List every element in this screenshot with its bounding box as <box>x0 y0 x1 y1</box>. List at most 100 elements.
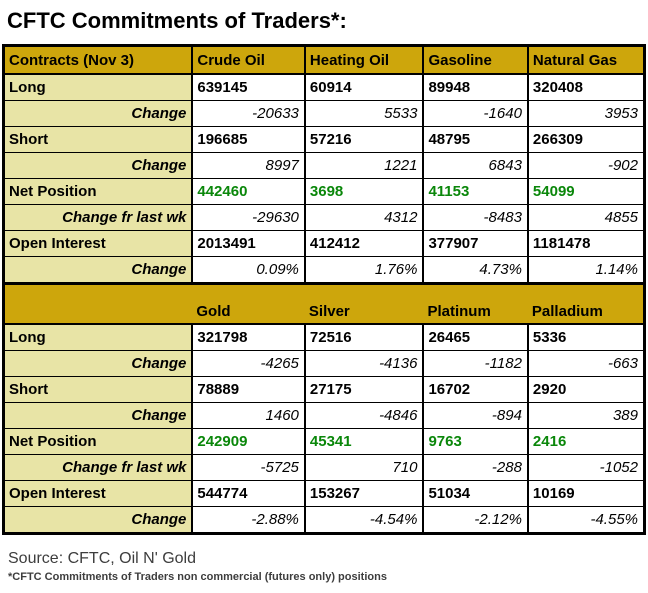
cell-value: -20633 <box>191 100 306 127</box>
cot-table: Contracts (Nov 3) Crude Oil Heating Oil … <box>2 44 646 535</box>
cell-value: 266309 <box>526 126 646 153</box>
column-header: Natural Gas <box>526 45 646 75</box>
table-row: Open Interest 544774 153267 51034 10169 <box>2 480 646 507</box>
row-label: Change <box>2 402 194 429</box>
cell-value: -902 <box>526 152 646 179</box>
cell-value: 639145 <box>191 73 306 101</box>
cell-value: 442460 <box>191 178 306 205</box>
column-header: Platinum <box>423 282 528 325</box>
cell-value: 9763 <box>422 428 529 455</box>
cell-value: 57216 <box>303 126 425 153</box>
cell-value: -4846 <box>303 402 425 429</box>
table-row-net-position: Net Position 242909 45341 9763 2416 <box>2 428 646 455</box>
cell-value: -288 <box>422 454 529 481</box>
cell-value: 544774 <box>191 480 306 507</box>
table-row-net-position: Net Position 442460 3698 41153 54099 <box>2 178 646 205</box>
cell-value: 89948 <box>422 73 529 101</box>
row-label: Change fr last wk <box>2 454 194 481</box>
cell-value: 2013491 <box>191 230 306 257</box>
column-header: Palladium <box>527 282 645 325</box>
cell-value: -663 <box>526 350 646 377</box>
column-header <box>3 282 193 325</box>
cell-value: 1.14% <box>526 256 646 284</box>
cell-value: 1.76% <box>303 256 425 284</box>
cell-value: -4265 <box>191 350 306 377</box>
cell-value: 320408 <box>526 73 646 101</box>
row-label: Change <box>2 100 194 127</box>
cell-value: 48795 <box>422 126 529 153</box>
row-label: Open Interest <box>2 230 194 257</box>
cell-value: -1182 <box>422 350 529 377</box>
cell-value: -29630 <box>191 204 306 231</box>
cell-value: 72516 <box>303 323 425 351</box>
cell-value: 3698 <box>303 178 425 205</box>
row-label: Long <box>2 323 194 351</box>
column-header: Heating Oil <box>303 45 425 75</box>
cell-value: 412412 <box>303 230 425 257</box>
cell-value: 10169 <box>526 480 646 507</box>
row-label: Change <box>2 152 194 179</box>
table-row: Long 639145 60914 89948 320408 <box>2 73 646 101</box>
cell-value: 16702 <box>422 376 529 403</box>
column-header: Silver <box>304 282 424 325</box>
cell-value: 2416 <box>526 428 646 455</box>
cell-value: 710 <box>303 454 425 481</box>
table-row: Short 78889 27175 16702 2920 <box>2 376 646 403</box>
cell-value: 60914 <box>303 73 425 101</box>
table-row: Change fr last wk -5725 710 -288 -1052 <box>2 454 646 481</box>
cell-value: 153267 <box>303 480 425 507</box>
cell-value: 4312 <box>303 204 425 231</box>
cell-value: 54099 <box>526 178 646 205</box>
cell-value: -8483 <box>422 204 529 231</box>
row-label: Change <box>2 350 194 377</box>
table-row: Change -4265 -4136 -1182 -663 <box>2 350 646 377</box>
footnote-text: *CFTC Commitments of Traders non commerc… <box>8 571 387 583</box>
cell-value: 2920 <box>526 376 646 403</box>
cell-value: 41153 <box>422 178 529 205</box>
row-label: Net Position <box>2 178 194 205</box>
header-row-energy: Contracts (Nov 3) Crude Oil Heating Oil … <box>2 45 646 75</box>
cell-value: 1181478 <box>526 230 646 257</box>
column-header: Gasoline <box>422 45 529 75</box>
row-label: Change fr last wk <box>2 204 194 231</box>
cell-value: 6843 <box>422 152 529 179</box>
row-label: Short <box>2 126 194 153</box>
cell-value: 1221 <box>303 152 425 179</box>
table-row: Change 0.09% 1.76% 4.73% 1.14% <box>2 256 646 284</box>
cell-value: 389 <box>526 402 646 429</box>
cell-value: -4136 <box>303 350 425 377</box>
column-header: Gold <box>192 282 305 325</box>
cell-value: 5336 <box>526 323 646 351</box>
table-row: Change 8997 1221 6843 -902 <box>2 152 646 179</box>
cell-value: 4.73% <box>422 256 529 284</box>
table-row: Change -20633 5533 -1640 3953 <box>2 100 646 127</box>
table-row: Change 1460 -4846 -894 389 <box>2 402 646 429</box>
cell-value: 4855 <box>526 204 646 231</box>
cell-value: -2.88% <box>191 506 306 534</box>
cell-value: -5725 <box>191 454 306 481</box>
column-header: Crude Oil <box>191 45 306 75</box>
cell-value: 196685 <box>191 126 306 153</box>
cell-value: 45341 <box>303 428 425 455</box>
row-label: Net Position <box>2 428 194 455</box>
table-row: Long 321798 72516 26465 5336 <box>2 323 646 351</box>
cell-value: 242909 <box>191 428 306 455</box>
row-label: Open Interest <box>2 480 194 507</box>
cell-value: 377907 <box>422 230 529 257</box>
table-row: Open Interest 2013491 412412 377907 1181… <box>2 230 646 257</box>
cell-value: 51034 <box>422 480 529 507</box>
cell-value: -4.55% <box>526 506 646 534</box>
cell-value: -1640 <box>422 100 529 127</box>
cell-value: 0.09% <box>191 256 306 284</box>
column-header: Contracts (Nov 3) <box>2 45 194 75</box>
cell-value: 3953 <box>526 100 646 127</box>
header-row-metals: Gold Silver Platinum Palladium <box>3 282 645 325</box>
page-title: CFTC Commitments of Traders*: <box>7 8 347 33</box>
cell-value: 78889 <box>191 376 306 403</box>
row-label: Short <box>2 376 194 403</box>
cell-value: -1052 <box>526 454 646 481</box>
row-label: Change <box>2 506 194 534</box>
row-label: Long <box>2 73 194 101</box>
table-row: Change fr last wk -29630 4312 -8483 4855 <box>2 204 646 231</box>
